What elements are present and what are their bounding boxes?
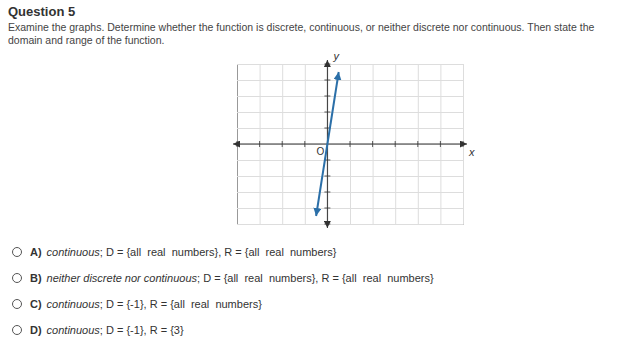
choice: B) neither discrete nor continuous; D = {… <box>12 268 434 288</box>
y-tick <box>237 80 463 81</box>
x-axis-tick-mark <box>237 141 238 147</box>
x-axis-tick-mark <box>417 141 418 147</box>
y-tick <box>237 112 463 113</box>
y-axis-tick-mark <box>324 80 330 81</box>
y-grid-line <box>237 64 463 65</box>
y-grid-line <box>237 160 463 161</box>
y-axis-tick-mark <box>324 96 330 97</box>
y-axis-tick-mark <box>324 208 330 209</box>
y-axis-tick-mark <box>324 64 330 65</box>
choice-type: continuous <box>47 298 100 310</box>
y-tick <box>237 208 463 209</box>
y-grid-line <box>237 224 463 225</box>
y-grid-line <box>237 112 463 113</box>
radio-button <box>12 247 22 257</box>
x-axis-tick-mark <box>259 141 260 147</box>
y-tick <box>237 96 463 97</box>
y-tick <box>237 192 463 193</box>
graph: x y O <box>215 50 485 236</box>
title: Question 5 <box>8 4 75 19</box>
annotation: O <box>317 146 325 157</box>
x-axis-tick-mark <box>463 141 464 147</box>
x-axis-label: x <box>468 146 475 158</box>
choice-text: ; D = {-1}, R = {all real numbers} <box>100 298 262 310</box>
plot: x y O <box>233 50 475 228</box>
y-axis-tick-mark <box>324 176 330 177</box>
x-axis-tick-mark <box>395 141 396 147</box>
choice-text: ; D = {all real numbers}, R = {all real … <box>197 272 434 284</box>
choice-type: continuous <box>47 324 100 336</box>
choice-text: ; D = {all real numbers}, R = {all real … <box>100 246 337 258</box>
choice: A) continuous; D = {all real numbers}, R … <box>12 242 336 262</box>
x-axis-tick-mark <box>372 141 373 147</box>
radio-button <box>12 299 22 309</box>
y-axis-tick-mark <box>324 224 330 225</box>
y-tick <box>237 128 463 129</box>
y-grid-line <box>237 208 463 209</box>
x-axis-tick-mark <box>304 141 305 147</box>
data-line <box>316 72 339 216</box>
y-grid-line <box>237 128 463 129</box>
radio-button <box>12 325 22 335</box>
y-tick <box>237 176 463 177</box>
x-axis-range-line <box>238 224 464 225</box>
y-axis-tick-mark <box>324 192 330 193</box>
subtitle: Examine the graphs. Determine whether th… <box>8 21 628 47</box>
radio-button <box>12 273 22 283</box>
y-grid-line <box>237 176 463 177</box>
choice-type: continuous <box>47 246 100 258</box>
y-axis-tick-mark <box>324 112 330 113</box>
y-tick <box>237 224 463 225</box>
y-grid-line <box>237 80 463 81</box>
choice: D) continuous; D = {-1}, R = {3} <box>12 320 184 340</box>
choice-letter: D) <box>30 324 42 336</box>
choice-text: ; D = {-1}, R = {3} <box>100 324 184 336</box>
choice-letter: B) <box>30 272 42 284</box>
choice: C) continuous; D = {-1}, R = {all real nu… <box>12 294 262 314</box>
choice-type: neither discrete nor continuous <box>47 272 197 284</box>
y-axis-label: y <box>332 50 340 62</box>
y-grid-line <box>237 192 463 193</box>
x-axis-tick-mark <box>282 141 283 147</box>
y-tick <box>237 160 463 161</box>
y-tick <box>237 64 463 65</box>
x-axis-tick-mark <box>350 141 351 147</box>
data-layer <box>316 72 339 216</box>
choice-letter: C) <box>30 298 42 310</box>
y-grid-line <box>237 96 463 97</box>
choice-letter: A) <box>30 246 42 258</box>
x-axis-tick-mark <box>440 141 441 147</box>
